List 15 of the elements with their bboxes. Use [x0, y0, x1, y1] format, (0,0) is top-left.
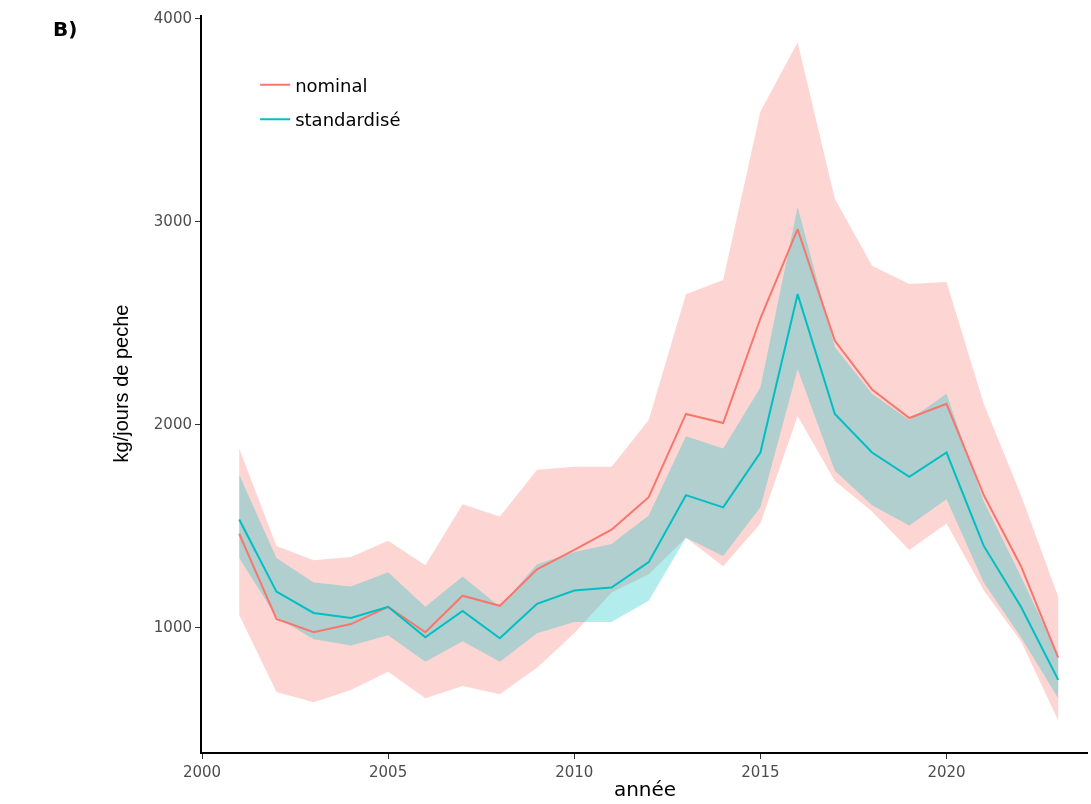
- y-axis-title: kg/jours de peche: [109, 304, 132, 463]
- y-tick-label: 4000: [153, 9, 192, 28]
- y-tick-label: 2000: [153, 415, 192, 434]
- legend-label: nominal: [295, 74, 368, 96]
- y-tick-label: 1000: [153, 618, 192, 637]
- line-series: [238, 293, 1060, 681]
- x-tick-label: 2000: [182, 763, 222, 781]
- y-tick-label: 3000: [153, 212, 192, 231]
- text: B): [53, 17, 78, 41]
- x-tick-label: 2015: [741, 763, 780, 781]
- legend-label: standardisé: [295, 109, 401, 131]
- x-tick-label: 2010: [555, 763, 594, 781]
- x-tick-label: 2005: [369, 763, 408, 781]
- x-tick-label: 2020: [927, 763, 966, 781]
- x-axis-title: année: [613, 777, 677, 801]
